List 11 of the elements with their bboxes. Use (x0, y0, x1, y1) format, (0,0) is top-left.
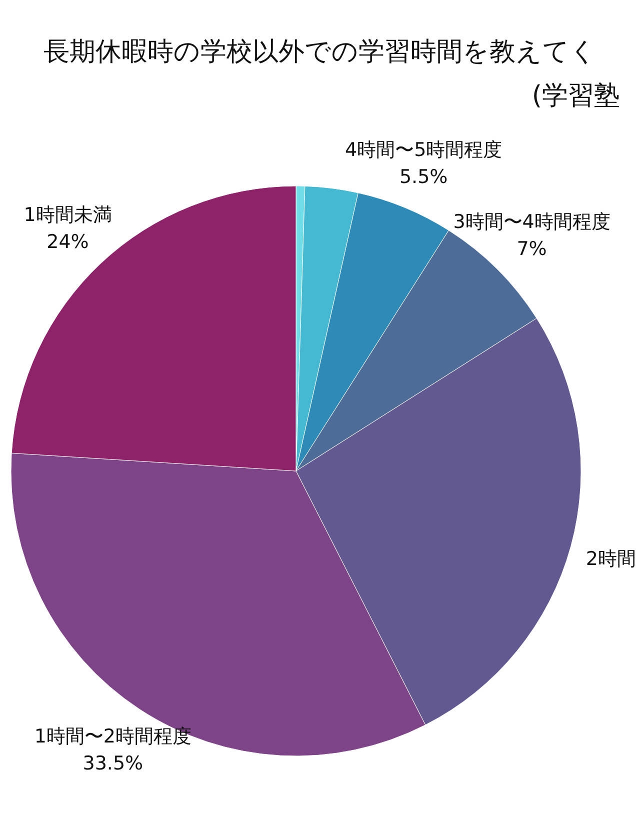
data-label: 7% (516, 238, 547, 260)
data-label: 24% (46, 230, 89, 253)
slice-label: 1時間未満 (24, 204, 112, 226)
chart-title: 長期休暇時の学校以外での学習時間を教えてく (44, 37, 596, 67)
data-label: 5.5% (399, 166, 448, 188)
slice-label: 2時間 (586, 548, 636, 570)
data-label: 33.5% (82, 752, 144, 775)
slice-label: 4時間〜5時間程度 (345, 138, 502, 161)
slice-label: 3時間〜4時間程度 (453, 211, 610, 234)
slice-label: 1時間〜2時間程度 (34, 726, 192, 748)
chart-subtitle: (学習塾 (532, 81, 620, 111)
